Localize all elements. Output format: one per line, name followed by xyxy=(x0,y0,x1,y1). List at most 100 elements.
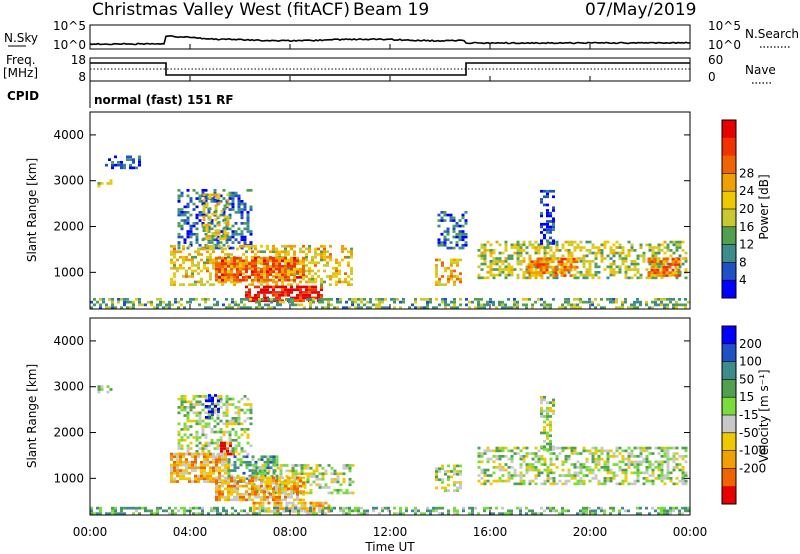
data-cell xyxy=(188,477,191,481)
data-cell xyxy=(560,260,564,264)
data-cell xyxy=(573,446,577,450)
data-cell xyxy=(213,447,217,450)
data-cell xyxy=(627,460,631,464)
data-cell xyxy=(326,261,329,265)
data-cell xyxy=(366,512,369,515)
data-cell xyxy=(188,258,191,262)
data-cell xyxy=(216,403,220,406)
data-cell xyxy=(441,298,444,301)
data-cell xyxy=(650,265,654,269)
data-cell xyxy=(245,291,248,294)
data-cell xyxy=(168,303,171,307)
data-cell xyxy=(348,491,352,495)
data-cell xyxy=(657,246,661,249)
data-cell xyxy=(311,269,314,273)
data-cell xyxy=(207,227,211,231)
data-cell xyxy=(269,460,273,464)
data-cell xyxy=(447,277,450,281)
data-cell xyxy=(678,240,682,244)
data-cell xyxy=(504,446,508,450)
data-cell xyxy=(324,506,327,510)
data-cell xyxy=(120,298,123,301)
data-cell xyxy=(299,476,302,480)
data-cell xyxy=(173,471,176,475)
data-cell xyxy=(200,277,203,281)
data-cell xyxy=(459,483,462,487)
data-cell xyxy=(228,403,232,406)
data-cell xyxy=(287,476,290,480)
data-cell xyxy=(254,476,257,480)
data-cell xyxy=(633,273,637,277)
data-cell xyxy=(138,506,141,510)
data-cell xyxy=(543,420,546,424)
nave-tick-top: 60 xyxy=(708,53,723,67)
data-cell xyxy=(221,458,224,461)
data-cell xyxy=(678,265,682,269)
data-cell xyxy=(183,414,187,417)
data-cell xyxy=(501,268,505,271)
data-cell xyxy=(288,469,292,473)
x-tick-label: 20:00 xyxy=(573,525,608,539)
data-cell xyxy=(217,215,221,219)
data-cell xyxy=(522,460,526,464)
data-cell xyxy=(284,490,287,493)
data-cell xyxy=(170,469,173,472)
data-cell xyxy=(597,457,601,461)
data-cell xyxy=(212,458,215,461)
data-cell xyxy=(284,276,287,279)
data-cell xyxy=(597,276,601,280)
data-cell xyxy=(281,482,284,485)
data-cell xyxy=(291,469,295,473)
data-cell xyxy=(215,498,218,502)
data-cell xyxy=(248,487,251,491)
data-cell xyxy=(575,257,579,261)
data-cell xyxy=(239,498,242,502)
data-cell xyxy=(309,483,313,487)
data-cell xyxy=(293,296,296,300)
colorbar-segment xyxy=(722,397,736,416)
data-cell xyxy=(290,484,293,488)
data-cell xyxy=(185,463,188,467)
data-cell xyxy=(219,430,223,434)
data-cell xyxy=(537,243,541,247)
data-cell xyxy=(266,267,269,271)
data-cell xyxy=(603,477,607,480)
data-cell xyxy=(191,466,194,470)
data-cell xyxy=(594,306,597,309)
data-cell xyxy=(510,512,513,515)
data-cell xyxy=(254,278,257,282)
data-cell xyxy=(197,250,200,254)
data-cell xyxy=(600,260,604,263)
data-cell xyxy=(191,283,194,286)
data-cell xyxy=(285,298,288,301)
data-cell xyxy=(678,298,681,301)
data-cell xyxy=(561,474,565,477)
data-cell xyxy=(198,422,202,426)
data-cell xyxy=(272,278,275,282)
data-cell xyxy=(522,298,525,301)
data-cell xyxy=(486,446,490,450)
data-cell xyxy=(566,265,570,269)
x-tick-label: 08:00 xyxy=(273,525,308,539)
data-cell xyxy=(224,276,227,279)
data-cell xyxy=(615,240,619,244)
data-cell xyxy=(530,265,534,269)
data-cell xyxy=(327,486,331,489)
data-cell xyxy=(230,277,233,281)
data-cell xyxy=(552,206,555,210)
data-cell xyxy=(198,200,202,203)
data-cell xyxy=(236,247,239,251)
data-cell xyxy=(269,495,272,499)
data-cell xyxy=(597,506,600,510)
data-cell xyxy=(300,507,304,510)
data-cell xyxy=(188,471,191,475)
data-cell xyxy=(303,501,307,505)
data-cell xyxy=(678,512,681,515)
data-cell xyxy=(489,251,493,255)
data-cell xyxy=(333,469,337,473)
data-cell xyxy=(519,506,522,510)
data-cell xyxy=(213,224,217,228)
data-cell xyxy=(109,388,113,391)
data-cell xyxy=(630,303,633,307)
data-cell xyxy=(639,452,643,455)
